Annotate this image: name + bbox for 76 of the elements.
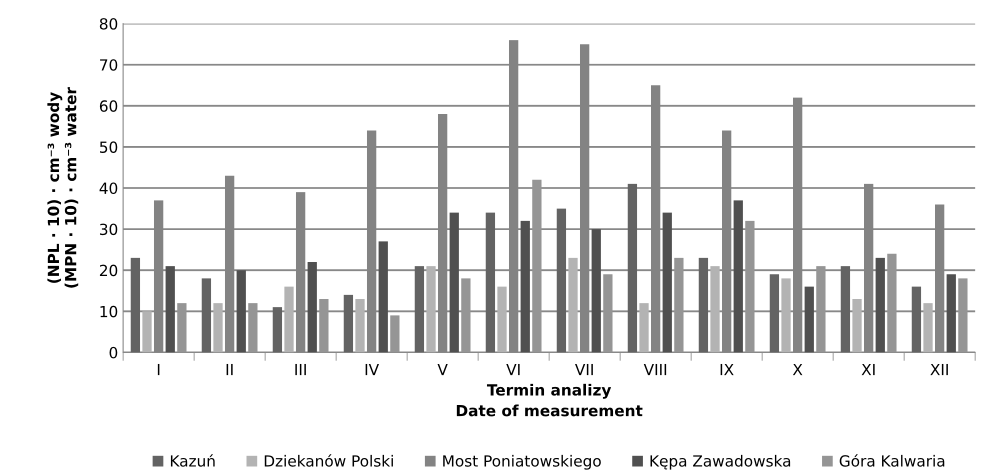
y-tick-label: 0 [110,346,118,358]
x-tick-label: V [438,364,448,376]
bar [923,303,933,352]
y-axis-title: (NPL · 10) · cm⁻³ wody (MPN · 10) · cm⁻³ water [47,87,78,288]
bar [142,311,152,352]
bar [958,278,968,352]
x-tick-label: III [295,364,306,376]
bar [166,266,175,352]
bar [674,258,684,352]
x-tick-label: XI [862,364,875,376]
bar [887,254,897,352]
bar [946,274,956,352]
x-tick-label: IV [366,364,379,376]
bar [248,303,258,352]
x-tick-label: X [792,364,802,376]
bar [770,274,780,352]
bar [603,274,613,352]
bar [202,278,212,352]
bar [236,270,246,352]
x-tick-label: I [158,364,160,376]
y-tick-label: 30 [100,224,118,236]
x-tick-label: VIII [644,364,666,376]
bar [662,212,672,352]
x-tick-label: IX [720,364,734,376]
bar [745,220,755,352]
bar [308,262,317,352]
bar [912,286,922,352]
bar [639,303,649,352]
x-tick-label: II [226,364,233,376]
bar [414,266,424,352]
y-tick-label: 80 [100,18,118,30]
legend-label: Kępa Zawadowska [650,454,790,470]
bar [344,294,354,352]
bar [130,258,140,352]
bar [450,212,459,352]
legend-label: Most Poniatowskiego [443,454,601,470]
x-axis-title: Termin analizy Date of measurement [456,384,642,416]
bar [698,258,708,352]
bar [532,180,542,352]
bar [804,286,814,352]
x-tick-label: VI [506,364,520,376]
legend-label: Góra Kalwaria [840,454,944,467]
bar [568,258,578,352]
bar [213,303,223,352]
bar [852,298,862,352]
bar [486,212,496,352]
bar [628,184,638,352]
bar [781,278,791,352]
y-tick-label: 40 [100,182,118,194]
bar [556,208,566,352]
x-tick-label: XII [930,364,948,376]
bar [497,286,507,352]
bar [355,298,365,352]
bar [461,278,471,352]
bar [390,315,400,352]
bar [876,258,885,352]
bar [710,266,720,352]
legend-label: Dziekanów Polski [264,454,393,467]
y-tick-label: 20 [100,264,118,276]
bar [734,200,743,352]
bar [816,266,826,352]
bar [319,298,329,352]
y-tick-label: 50 [100,141,118,153]
bar [520,220,530,352]
bar [426,266,436,352]
y-tick-label: 60 [100,100,118,112]
bar [840,266,850,352]
bar [592,229,601,352]
y-tick-label: 70 [100,59,118,71]
legend-label: Kazuń [170,454,215,467]
x-tick-label: VII [575,364,593,376]
bar [284,286,294,352]
y-tick-label: 10 [100,306,118,318]
bar [177,303,187,352]
bar [272,307,282,352]
bar [378,241,388,352]
